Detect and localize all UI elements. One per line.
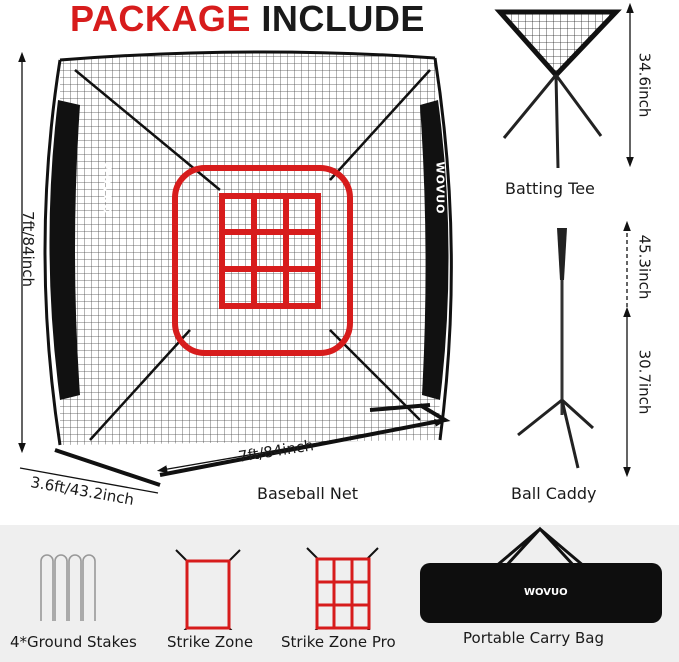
accessory-label-strike-zone: Strike Zone <box>167 633 254 651</box>
tee-max-height-label: 45.3inch <box>635 234 654 300</box>
baseball-net-label: Baseball Net <box>257 484 358 503</box>
accessory-label-carry-bag: Portable Carry Bag <box>463 629 604 647</box>
strike-zone-frame <box>172 165 353 356</box>
title-black-part: INCLUDE <box>261 0 425 39</box>
caddy-height-label: 34.6inch <box>635 52 654 118</box>
brand-logo-right: WOVUO <box>433 161 447 215</box>
left-sleeve <box>49 100 80 400</box>
strike-zone-icon <box>175 549 241 630</box>
batting-tee-label: Batting Tee <box>505 179 595 198</box>
strike-zone-pro-icon <box>306 547 379 630</box>
title-red-part: PACKAGE <box>70 0 251 39</box>
ground-stakes-icon <box>40 554 96 621</box>
accessories-panel: WOVUO 4*Ground Stakes Strike Zone Strike… <box>0 525 679 662</box>
right-sleeve <box>420 100 449 400</box>
tee-image <box>517 220 631 478</box>
net-height-label: 7ft/84inch <box>19 210 38 288</box>
page-title: PACKAGE INCLUDE <box>70 0 425 40</box>
strike-zone-grid <box>219 193 321 309</box>
brand-logo-left: WOVUO <box>100 161 114 215</box>
accessory-label-ground-stakes: 4*Ground Stakes <box>10 633 137 651</box>
product-illustration <box>18 2 634 494</box>
tee-min-height-label: 30.7inch <box>635 349 654 415</box>
accessory-label-strike-zone-pro: Strike Zone Pro <box>281 633 396 651</box>
caddy-image <box>494 2 634 169</box>
accessory-icons <box>40 526 662 630</box>
ball-caddy-label: Ball Caddy <box>511 484 597 503</box>
bag-brand-logo: WOVUO <box>524 587 568 598</box>
carry-bag-icon <box>420 526 662 623</box>
baseball-net <box>18 50 453 494</box>
